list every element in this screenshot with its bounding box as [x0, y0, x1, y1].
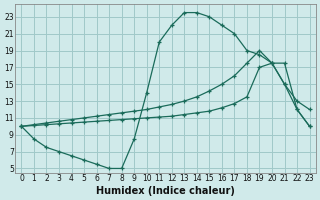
X-axis label: Humidex (Indice chaleur): Humidex (Indice chaleur) — [96, 186, 235, 196]
